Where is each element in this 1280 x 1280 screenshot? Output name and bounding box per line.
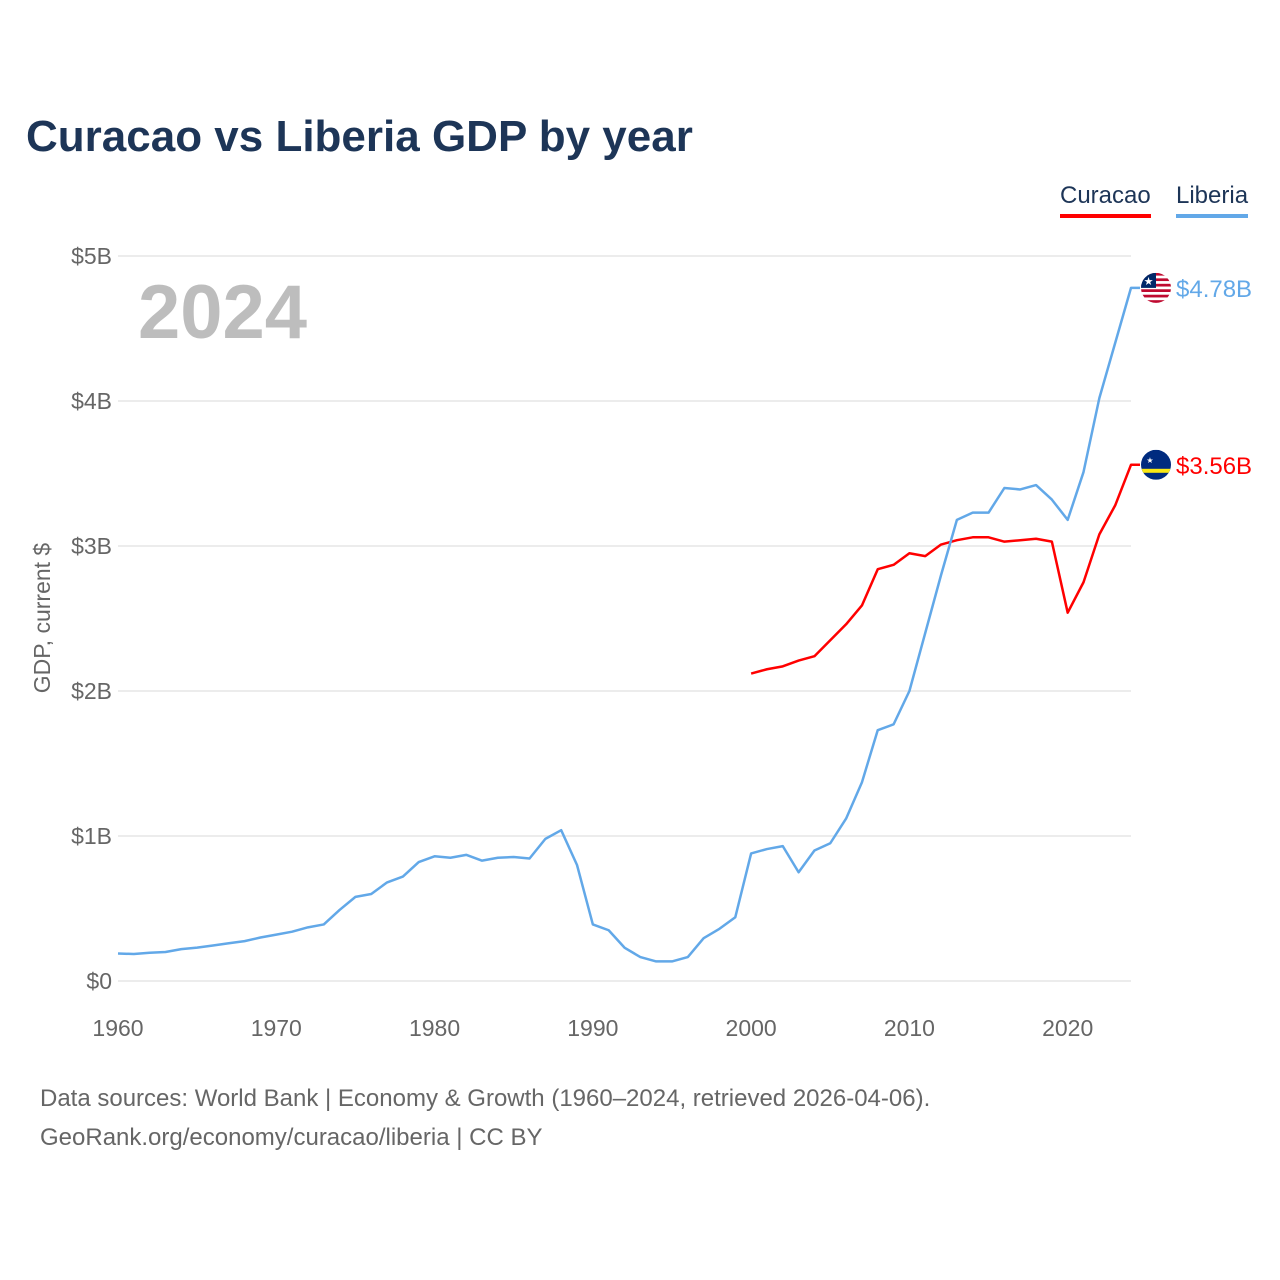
- end-value-label: $3.56B: [1176, 453, 1252, 480]
- y-tick-label: $1B: [71, 823, 112, 849]
- flag-field: [1141, 449, 1171, 480]
- y-tick-label: $5B: [71, 243, 112, 269]
- flag-star: ★: [1146, 456, 1153, 465]
- x-tick-label: 2020: [1042, 1015, 1093, 1041]
- liberia-flag-icon: ★: [1141, 272, 1171, 303]
- flag-stripe: [1141, 289, 1171, 293]
- y-tick-label: $3B: [71, 533, 112, 559]
- line-chart: GDP, current $ 2024 $0 $1B $2B $3B $4B $5B 196…: [29, 243, 1252, 1041]
- x-tick-label: 1990: [567, 1015, 618, 1041]
- x-tick-label: 1980: [409, 1015, 460, 1041]
- flag-stripe: [1141, 297, 1171, 301]
- legend-curacao[interactable]: Curacao: [1060, 182, 1151, 218]
- curacao-flag-icon: ★: [1141, 449, 1171, 480]
- x-tick-label: 1960: [92, 1015, 143, 1041]
- flag-band: [1141, 468, 1171, 473]
- y-tick-label: $0: [86, 968, 112, 994]
- flag-stripe: [1141, 286, 1171, 290]
- year-watermark: 2024: [138, 270, 307, 355]
- series-line-curacao: [750, 463, 1140, 675]
- legend-liberia[interactable]: Liberia: [1176, 182, 1249, 218]
- x-tick-label: 2000: [726, 1015, 777, 1041]
- end-value-label: $4.78B: [1176, 276, 1252, 303]
- source-link[interactable]: GeoRank.org/economy/curacao/liberia | CC…: [40, 1124, 543, 1151]
- flag-stripe: [1141, 300, 1171, 303]
- flag-stripe: [1141, 291, 1171, 296]
- source-text: Data sources: World Bank | Economy & Gro…: [40, 1085, 931, 1112]
- flag-body: ★: [1141, 449, 1171, 480]
- flag-stripe: [1141, 294, 1171, 298]
- y-tick-label: $2B: [71, 678, 112, 704]
- y-axis-label: GDP, current $: [29, 543, 55, 694]
- flag-body: ★: [1141, 272, 1171, 303]
- series-line-liberia: [117, 286, 1140, 963]
- y-tick-label: $4B: [71, 388, 112, 414]
- x-tick-label: 1970: [251, 1015, 302, 1041]
- flag-star: ★: [1144, 276, 1154, 288]
- x-tick-label: 2010: [884, 1015, 935, 1041]
- chart-title: Curacao vs Liberia GDP by year: [26, 112, 693, 161]
